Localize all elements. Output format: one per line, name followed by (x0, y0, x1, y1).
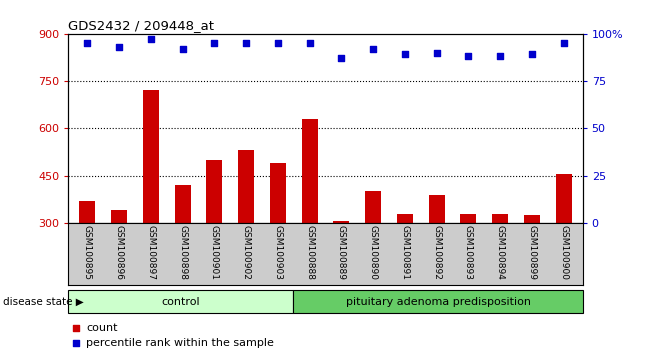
Text: GSM100901: GSM100901 (210, 225, 219, 280)
Point (400, 52, 410, 57)
Bar (206, 160, 223, 318)
Bar (333, 222, 350, 318)
Text: GSM100896: GSM100896 (115, 225, 124, 280)
Point (273, 40, 283, 46)
Text: GSM100897: GSM100897 (146, 225, 156, 280)
Bar (238, 150, 254, 318)
Point (368, 46, 378, 52)
Text: pituitary adenoma predisposition: pituitary adenoma predisposition (346, 297, 531, 307)
Point (209, 40, 219, 46)
Bar (365, 192, 381, 318)
Bar (556, 174, 572, 318)
Text: GSM100894: GSM100894 (495, 225, 505, 280)
Text: GDS2432 / 209448_at: GDS2432 / 209448_at (68, 19, 214, 33)
Bar (524, 215, 540, 318)
Text: GSM100895: GSM100895 (83, 225, 92, 280)
Point (432, 50, 442, 55)
Point (146, 36, 156, 42)
Text: control: control (161, 297, 200, 307)
Bar (301, 119, 318, 318)
Point (82, 40, 92, 46)
Text: GSM100903: GSM100903 (273, 225, 283, 280)
Bar (79, 201, 95, 318)
Bar (174, 185, 191, 318)
Text: GSM100898: GSM100898 (178, 225, 187, 280)
Text: GSM100891: GSM100891 (400, 225, 409, 280)
Text: disease state ▶: disease state ▶ (3, 297, 84, 307)
Bar (270, 163, 286, 318)
Point (114, 44, 124, 50)
Text: GSM100889: GSM100889 (337, 225, 346, 280)
Text: GSM100899: GSM100899 (527, 225, 536, 280)
Bar (397, 213, 413, 318)
Point (495, 53, 505, 59)
Text: GSM100892: GSM100892 (432, 225, 441, 280)
Point (71, 325, 81, 330)
Text: GSM100900: GSM100900 (559, 225, 568, 280)
Point (71, 341, 81, 346)
Bar (460, 213, 477, 318)
Point (336, 56, 346, 61)
Point (527, 52, 537, 57)
Point (305, 40, 315, 46)
Text: GSM100890: GSM100890 (368, 225, 378, 280)
Bar (68, 290, 294, 313)
Point (241, 40, 251, 46)
Text: GSM100888: GSM100888 (305, 225, 314, 280)
Text: count: count (87, 322, 118, 332)
Bar (294, 290, 583, 313)
Point (559, 40, 569, 46)
Text: GSM100893: GSM100893 (464, 225, 473, 280)
Text: GSM100902: GSM100902 (242, 225, 251, 280)
Point (178, 46, 188, 52)
Bar (111, 210, 127, 318)
Point (463, 53, 473, 59)
Bar (492, 213, 508, 318)
Text: percentile rank within the sample: percentile rank within the sample (87, 338, 274, 348)
Bar (143, 91, 159, 318)
Bar (428, 195, 445, 318)
